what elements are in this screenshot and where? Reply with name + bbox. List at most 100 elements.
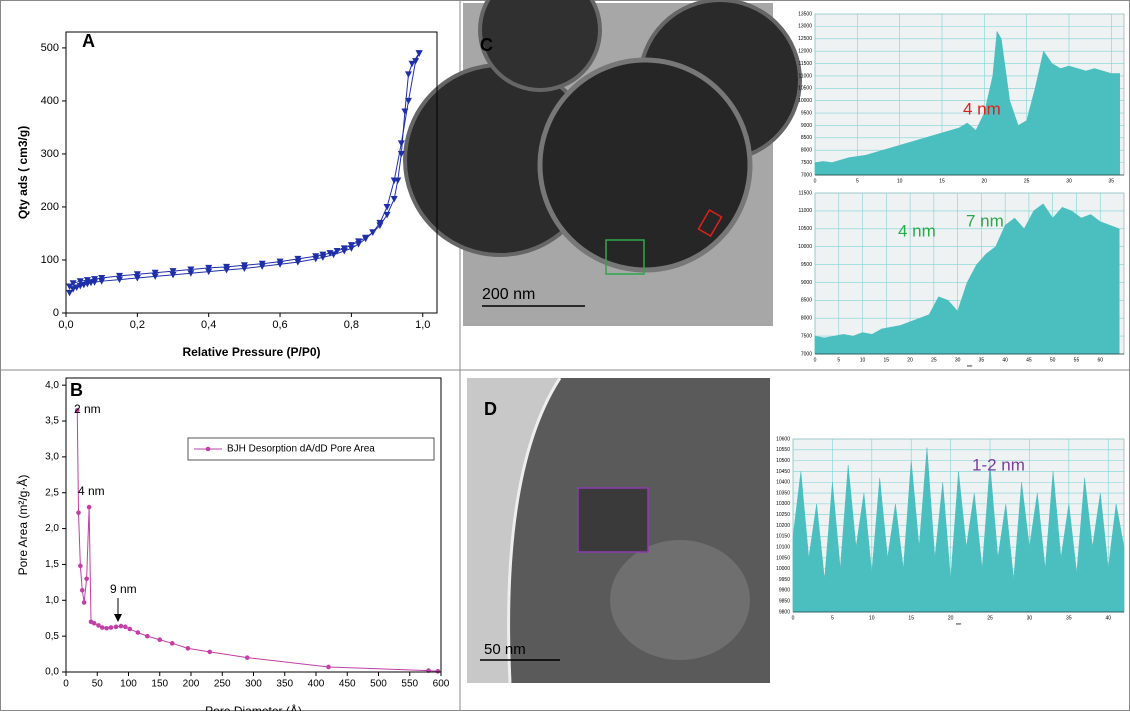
y-tick-label: 7500 — [801, 160, 812, 166]
marker — [81, 600, 87, 605]
x-tick-label: 5 — [856, 178, 859, 184]
x-tick-label: 30 — [1066, 178, 1072, 184]
marker — [79, 587, 85, 593]
y-tick-label: 10550 — [776, 447, 790, 453]
x-tick-label: 0,8 — [344, 319, 359, 331]
marker — [66, 289, 74, 297]
marker — [74, 407, 80, 413]
y-tick-label: 11000 — [798, 208, 812, 214]
y-tick-label: 10000 — [776, 566, 790, 572]
x-tick-label: 15 — [908, 615, 914, 621]
marker — [362, 234, 370, 242]
x-tick-label: 25 — [987, 615, 993, 621]
y-tick-label: 1,5 — [45, 559, 59, 570]
y-tick-label: 8500 — [801, 298, 812, 304]
y-tick-label: 9800 — [779, 609, 790, 615]
marker — [205, 264, 213, 272]
marker — [66, 283, 74, 290]
scale-bar-label: 50 nm — [484, 641, 526, 658]
marker — [435, 668, 441, 674]
marker — [355, 238, 363, 245]
marker — [76, 510, 81, 516]
marker — [144, 633, 150, 639]
marker — [207, 649, 213, 655]
x-tick-label: 0 — [63, 679, 69, 690]
marker — [404, 71, 412, 78]
y-tick-label: 9950 — [779, 577, 790, 583]
x-tick-label: 0,4 — [201, 319, 216, 331]
y-tick-label: 0,0 — [45, 667, 59, 678]
y-tick-label: 8000 — [801, 316, 812, 322]
x-tick-label: 40 — [1002, 357, 1008, 363]
y-tick-label: 12500 — [798, 36, 812, 42]
marker — [151, 269, 159, 277]
y-tick-label: 2,5 — [45, 487, 59, 498]
x-axis-label: nm — [956, 621, 962, 626]
y-tick-label: 10300 — [776, 501, 790, 507]
marker — [244, 655, 250, 660]
legend-box — [187, 437, 435, 461]
marker — [397, 140, 405, 147]
y-tick-label: 1,0 — [45, 595, 59, 606]
x-axis-label: Relative Pressure (P/P0) — [182, 345, 320, 359]
x-tick-label: 400 — [308, 679, 325, 690]
y-tick-label: 10150 — [776, 534, 790, 540]
marker — [116, 276, 124, 284]
marker — [169, 268, 177, 275]
panel-label: B — [70, 380, 83, 400]
marker — [412, 58, 420, 65]
marker — [326, 664, 331, 670]
y-tick-label: 12000 — [798, 48, 812, 54]
y-tick-label: 10500 — [798, 86, 812, 92]
area — [814, 30, 1121, 176]
y-tick-label: 9900 — [779, 588, 790, 594]
y-tick-label: 9850 — [779, 599, 790, 605]
y-tick-label: 9500 — [801, 110, 812, 116]
y-tick-label: 9000 — [801, 123, 812, 129]
x-tick-label: 450 — [339, 679, 356, 690]
marker — [133, 271, 141, 278]
annotation: 2 nm — [74, 402, 101, 416]
y-tick-label: 8000 — [801, 148, 812, 154]
x-tick-label: 200 — [183, 679, 200, 690]
x-tick-label: 150 — [151, 679, 168, 690]
legend-label: BJH Desorption dA/dD Pore Area — [227, 444, 375, 455]
axes-frame — [65, 31, 438, 314]
annotation: 7 nm — [966, 211, 1004, 230]
y-tick-label: 4,0 — [45, 380, 59, 391]
marker — [326, 250, 334, 257]
marker — [376, 222, 384, 230]
marker — [187, 270, 195, 277]
marker — [78, 563, 83, 569]
tem-image-d: 50 nm D — [467, 377, 770, 684]
y-tick-label: 400 — [41, 95, 59, 107]
y-tick-label: 0,5 — [45, 631, 59, 642]
x-tick-label: 55 — [1074, 357, 1080, 363]
marker — [151, 273, 159, 280]
y-tick-label: 10100 — [776, 544, 790, 550]
x-tick-label: 35 — [1066, 615, 1072, 621]
y-tick-label: 10000 — [798, 98, 812, 104]
marker — [390, 196, 398, 203]
x-tick-label: 250 — [214, 679, 231, 690]
marker — [223, 263, 231, 271]
y-tick-label: 200 — [41, 201, 59, 213]
x-tick-label: 25 — [931, 357, 937, 363]
marker — [118, 623, 124, 629]
panel-label: A — [82, 31, 95, 51]
x-tick-label: 0 — [814, 357, 817, 363]
x-tick-label: 500 — [370, 679, 387, 690]
marker — [347, 242, 355, 249]
x-tick-label: 50 — [1050, 357, 1056, 363]
x-tick-label: 300 — [245, 679, 262, 690]
marker — [69, 280, 77, 287]
tem-image-c: 200 nm C — [403, 0, 802, 326]
y-tick-label: 7500 — [801, 333, 812, 339]
x-tick-label: 350 — [276, 679, 293, 690]
y-tick-label: 7000 — [801, 172, 812, 178]
y-tick-label: 7000 — [801, 351, 812, 357]
y-tick-label: 500 — [41, 42, 59, 54]
marker — [383, 211, 391, 219]
marker — [276, 258, 284, 266]
